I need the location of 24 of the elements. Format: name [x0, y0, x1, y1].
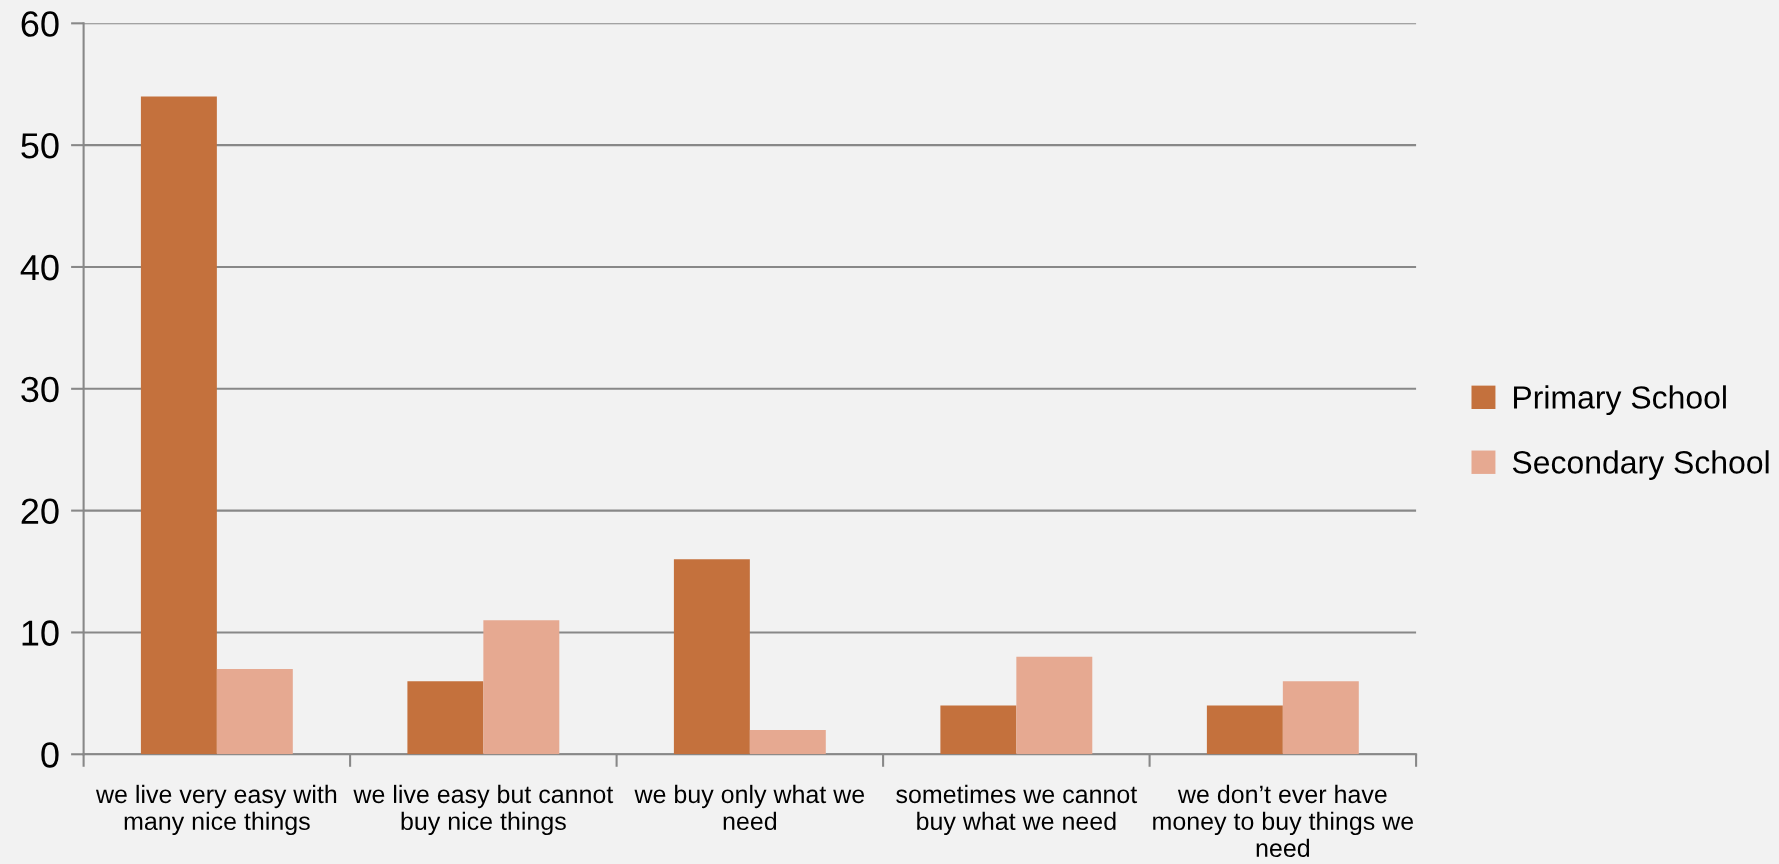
y-tick-label: 50: [21, 133, 59, 159]
bar: [1016, 656, 1093, 755]
x-tick-label: we don’t ever have money to buy things we need: [1153, 784, 1414, 858]
bar: [940, 705, 1017, 755]
y-tick-label: 0: [41, 742, 59, 768]
x-tick-label: we live very easy with many nice things: [95, 784, 337, 836]
legend-label: Secondary School: [1512, 450, 1769, 480]
x-tick-label: we buy only what we need: [634, 784, 865, 831]
bar: [216, 669, 293, 755]
bar: [407, 681, 484, 755]
y-tick-label: 40: [20, 254, 59, 281]
bar: [1206, 705, 1283, 755]
bar: [673, 559, 750, 755]
x-tick-label: sometimes we cannot buy what we need: [896, 784, 1138, 836]
bar: [483, 620, 560, 755]
bar: [140, 96, 217, 755]
y-tick-label: 10: [22, 620, 59, 646]
legend-label: Primary School: [1514, 385, 1726, 416]
y-tick-label: 60: [21, 11, 59, 37]
x-tick-label: we live easy but cannot buy nice things: [353, 784, 614, 836]
y-tick-label: 20: [21, 498, 59, 525]
y-tick-label: 30: [21, 376, 59, 403]
bar: [749, 729, 826, 755]
bar: [1282, 681, 1359, 755]
